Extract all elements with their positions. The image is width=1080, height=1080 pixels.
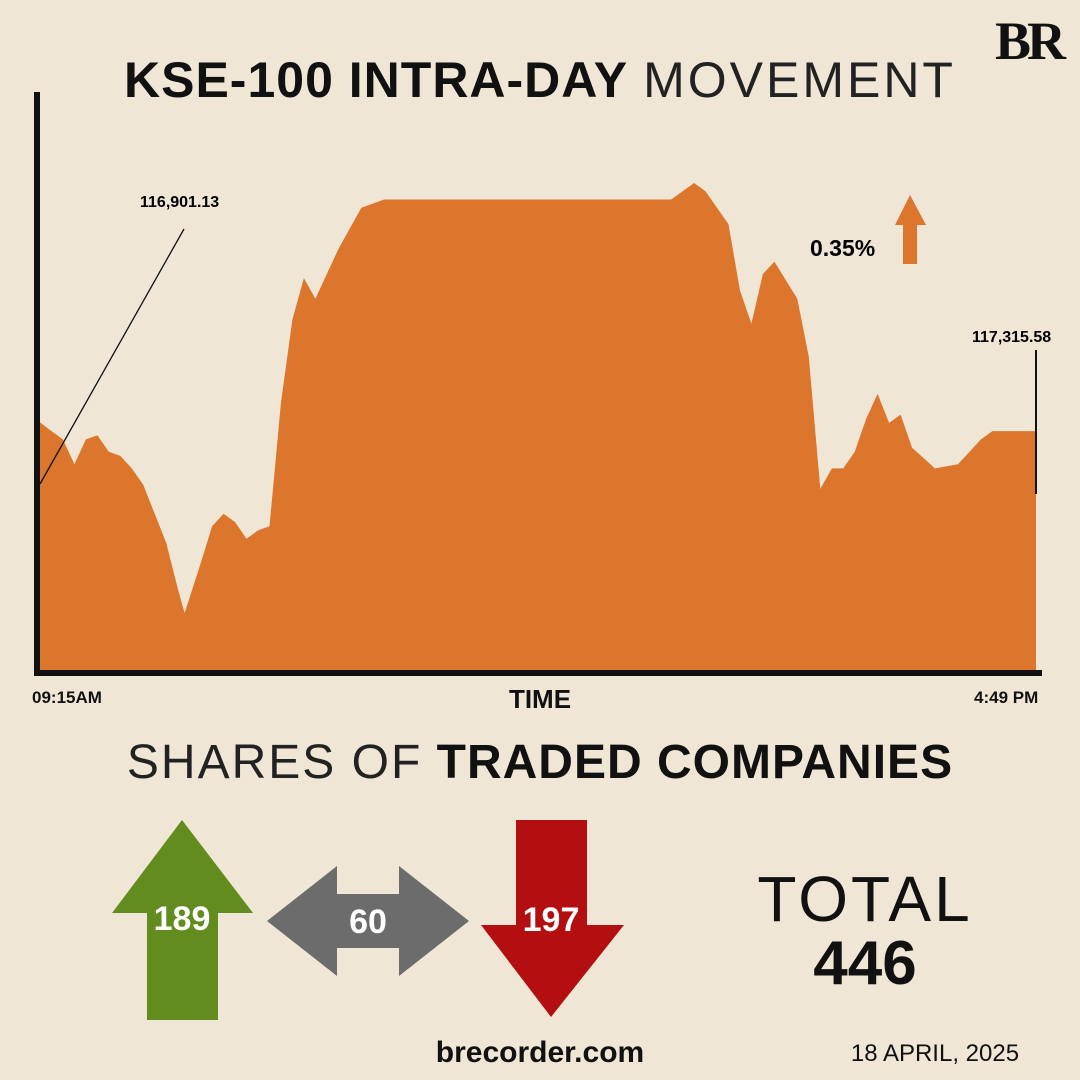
page-title: KSE-100 INTRA-DAY MOVEMENT <box>0 50 1080 110</box>
x-tick-end: 4:49 PM <box>974 688 1039 707</box>
declined-count: 197 <box>523 901 580 939</box>
total-value: 446 <box>813 929 917 998</box>
unchanged-count: 60 <box>349 903 387 941</box>
website-link[interactable]: brecorder.com <box>435 1036 645 1069</box>
unchanged-arrow-icon <box>267 866 469 976</box>
advanced-count: 189 <box>154 900 211 938</box>
br-logo: BR <box>994 11 1066 71</box>
title-light: MOVEMENT <box>643 52 956 108</box>
index-area <box>40 183 1036 671</box>
close-value-label: 117,315.58 <box>972 329 1051 346</box>
change-percent-label: 0.35% <box>810 235 875 261</box>
shares-title: SHARES OF TRADED COMPANIES <box>0 735 1080 790</box>
open-leader-line <box>39 228 185 485</box>
shares-title-bold: TRADED COMPANIES <box>436 736 954 789</box>
intraday-chart: 116,901.13 117,315.58 0.35% <box>34 92 1051 676</box>
declined-arrow-icon <box>481 820 624 1017</box>
total-label: TOTAL <box>757 863 973 935</box>
shares-title-light: SHARES OF <box>126 736 423 789</box>
advanced-arrow-icon <box>112 820 253 1020</box>
change-up-arrow-icon <box>895 195 926 264</box>
x-axis-title: TIME <box>508 684 572 714</box>
publish-date: 18 APRIL, 2025 <box>850 1040 1020 1067</box>
open-value-label: 116,901.13 <box>140 194 219 211</box>
title-bold: KSE-100 INTRA-DAY <box>124 52 629 108</box>
x-tick-start: 09:15AM <box>32 688 102 707</box>
